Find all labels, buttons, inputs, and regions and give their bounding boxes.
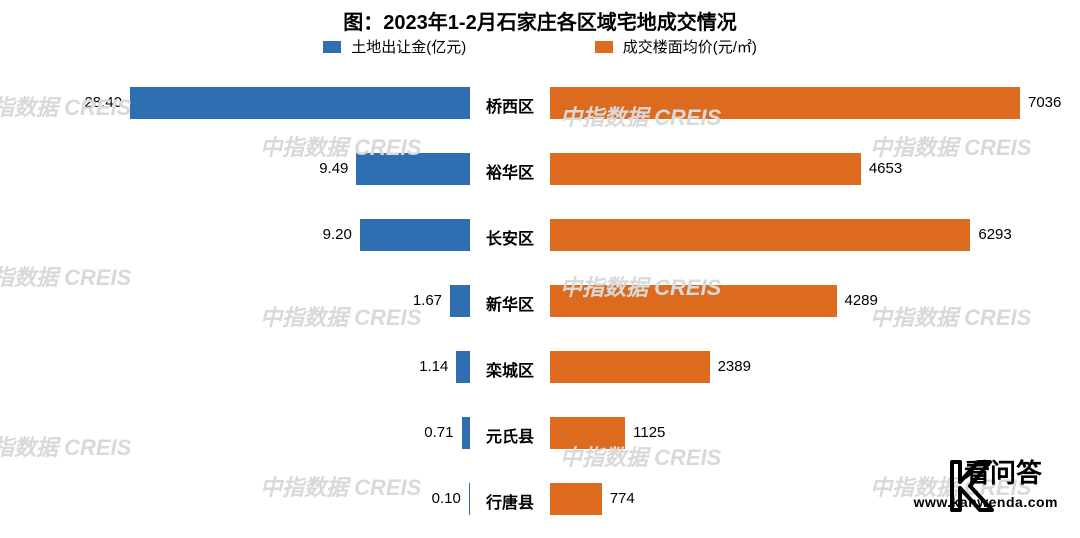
right-value-label: 774	[610, 490, 635, 507]
right-bar	[550, 351, 710, 383]
legend-right-swatch	[595, 41, 613, 53]
right-value-label: 7036	[1028, 94, 1061, 111]
brand-url: www.kanwenda.com	[914, 494, 1058, 510]
category-label: 元氏县	[470, 423, 550, 447]
legend: 土地出让金(亿元) 成交楼面均价(元/㎡)	[0, 36, 1080, 57]
left-bar	[462, 417, 471, 449]
brand-name: 看问答	[964, 453, 1042, 490]
left-bar	[360, 219, 470, 251]
right-value-label: 2389	[718, 358, 751, 375]
left-value-label: 1.67	[413, 292, 442, 309]
legend-left-label: 土地出让金(亿元)	[351, 36, 466, 57]
right-bar	[550, 87, 1020, 119]
right-value-label: 4653	[869, 160, 902, 177]
left-value-label: 1.14	[419, 358, 448, 375]
right-value-label: 6293	[978, 226, 1011, 243]
legend-left-swatch	[323, 41, 341, 53]
left-value-label: 9.49	[319, 160, 348, 177]
right-bar	[550, 483, 602, 515]
right-bar	[550, 219, 970, 251]
chart-title: 图：2023年1-2月石家庄各区域宅地成交情况	[0, 6, 1080, 35]
right-value-label: 4289	[845, 292, 878, 309]
left-bar	[456, 351, 470, 383]
right-bar	[550, 285, 837, 317]
left-bar	[450, 285, 470, 317]
chart-row: 1.14 栾城区 2389	[0, 334, 1080, 400]
category-label: 行唐县	[470, 489, 550, 513]
chart-row: 9.49 裕华区 4653	[0, 136, 1080, 202]
category-label: 栾城区	[470, 357, 550, 381]
right-bar	[550, 417, 625, 449]
legend-right-label: 成交楼面均价(元/㎡)	[623, 36, 757, 57]
left-value-label: 9.20	[323, 226, 352, 243]
category-label: 桥西区	[470, 93, 550, 117]
category-label: 长安区	[470, 225, 550, 249]
chart-row: 0.71 元氏县 1125	[0, 400, 1080, 466]
left-value-label: 0.10	[432, 490, 461, 507]
chart-row: 28.40 桥西区 7036	[0, 70, 1080, 136]
chart-row: 1.67 新华区 4289	[0, 268, 1080, 334]
chart-area: 28.40 桥西区 7036 9.49 裕华区 4653 9.20 长安区 6293 1.67 新华…	[0, 70, 1080, 530]
chart-row: 9.20 长安区 6293	[0, 202, 1080, 268]
category-label: 裕华区	[470, 159, 550, 183]
category-label: 新华区	[470, 291, 550, 315]
left-value-label: 0.71	[424, 424, 453, 441]
left-value-label: 28.40	[84, 94, 122, 111]
right-bar	[550, 153, 861, 185]
left-bar	[130, 87, 470, 119]
left-bar	[356, 153, 470, 185]
right-value-label: 1125	[633, 424, 665, 441]
